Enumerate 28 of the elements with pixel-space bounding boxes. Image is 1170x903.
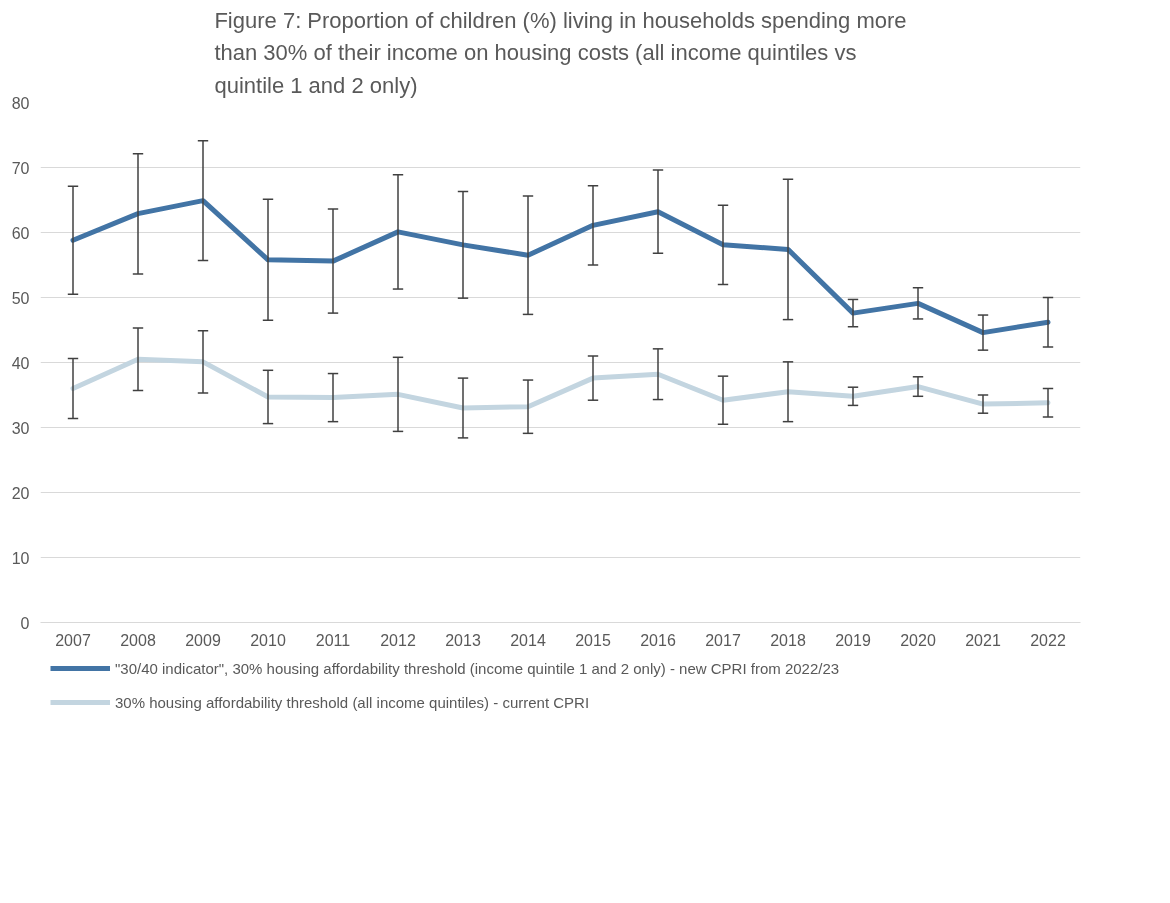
y-tick-label: 30 [11,419,30,437]
x-tick-label: 2009 [185,631,221,649]
legend-label: 30% housing affordability threshold (all income quintiles) - current CPRI [115,693,590,711]
y-tick-label: 70 [11,159,30,177]
x-tick-label: 2016 [640,631,676,649]
x-tick-label: 2011 [315,631,351,649]
x-tick-label: 2008 [120,631,156,649]
x-tick-label: 2013 [445,631,481,649]
y-tick-label: 80 [11,94,30,112]
y-tick-label: 20 [11,484,30,502]
x-tick-label: 2012 [380,631,416,649]
y-tick-label: 40 [11,354,30,372]
x-tick-label: 2015 [575,631,611,649]
x-tick-label: 2019 [835,631,871,649]
legend-label: "30/40 indicator", 30% housing affordability threshold (income quintile 1 and 2 only) - new CPRI from 2022/23 [115,659,840,677]
x-tick-label: 2020 [900,631,936,649]
chart-title: Figure 7: Proportion of children (%) living in households spending more than 30% of their income on housing costs (all income quintiles vs quintile 1 and 2 only) [214,7,907,98]
y-tick-label: 50 [11,289,30,307]
y-tick-label: 10 [11,549,30,567]
x-tick-label: 2022 [1030,631,1066,649]
x-tick-label: 2021 [965,631,1001,649]
x-tick-label: 2010 [250,631,286,649]
y-tick-label: 60 [11,224,30,242]
x-tick-label: 2018 [770,631,806,649]
x-tick-label: 2007 [55,631,91,649]
y-tick-label: 0 [20,614,30,632]
x-tick-label: 2014 [510,631,546,649]
x-tick-label: 2017 [705,631,741,649]
